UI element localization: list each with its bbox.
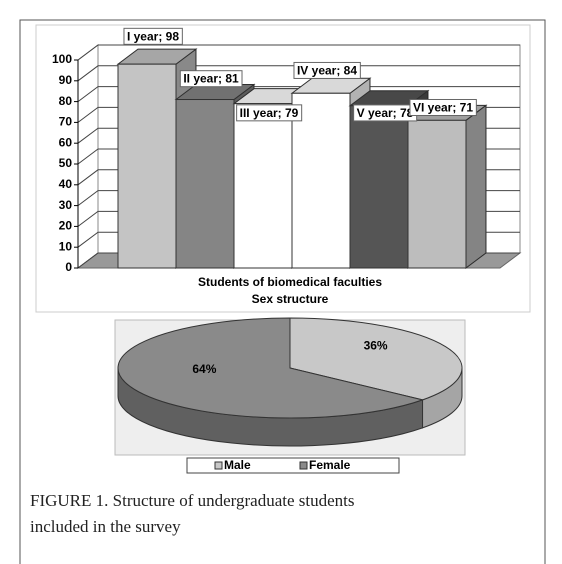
bar	[175, 99, 235, 269]
y-tick-label: 70	[59, 115, 73, 129]
pie-slice	[117, 317, 425, 419]
bar	[117, 63, 177, 269]
bar	[349, 105, 409, 269]
bar-top-shade	[292, 78, 370, 94]
y-tick-label: 80	[59, 94, 73, 108]
data-label-box	[179, 70, 243, 88]
bar	[291, 92, 351, 269]
caption: FIGURE 1. Structure of undergraduate stu…	[30, 491, 355, 536]
data-label: III year; 79	[240, 106, 299, 120]
legend-box	[186, 457, 400, 474]
data-label: IV year; 84	[297, 63, 357, 77]
data-label: II year; 81	[183, 72, 239, 86]
y-tick-label: 20	[59, 219, 73, 233]
slice-label: 64%	[192, 362, 216, 376]
legend-label: Female	[309, 458, 351, 472]
pie-title: Sex structure	[252, 292, 329, 306]
frame	[19, 19, 546, 564]
bar	[407, 119, 467, 269]
legend-label: Male	[224, 458, 251, 472]
data-label: I year; 98	[127, 29, 179, 43]
y-tick-label: 60	[59, 135, 73, 149]
bar-top-shade	[350, 90, 428, 106]
legend-swatch	[214, 461, 223, 470]
grid-line	[77, 86, 520, 102]
x-axis-label: Students of biomedical faculties	[198, 275, 382, 289]
data-label-box	[236, 104, 303, 122]
data-label-box	[123, 27, 183, 45]
bar-top-shade	[176, 84, 254, 100]
data-label: V year; 78	[357, 106, 414, 120]
data-label: VI year; 71	[413, 100, 473, 114]
y-tick-label: 10	[59, 239, 73, 253]
y-tick-label: 90	[59, 73, 73, 87]
chart-border	[35, 24, 531, 313]
y-tick-label: 50	[59, 156, 73, 170]
grid-line	[77, 44, 520, 61]
slice-label: 36%	[364, 338, 388, 352]
y-tick-label: 100	[52, 52, 72, 66]
pie-slice	[289, 317, 463, 401]
bar-side-shade	[466, 105, 486, 268]
data-label-box	[293, 61, 361, 79]
y-tick-label: 30	[59, 198, 73, 212]
bar	[233, 103, 293, 269]
legend-swatch	[299, 461, 308, 470]
y-tick-label: 0	[65, 260, 72, 274]
grid-line	[77, 65, 520, 82]
data-label-box	[409, 98, 477, 116]
bar-top-shade	[118, 49, 196, 65]
y-tick-label: 40	[59, 177, 73, 191]
